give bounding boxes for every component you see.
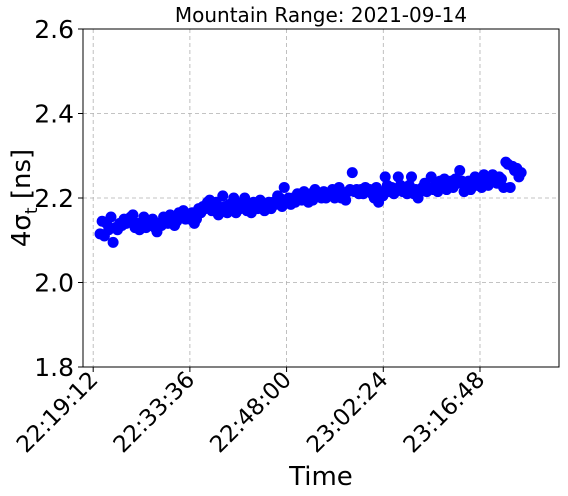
data-points [94,156,527,248]
y-tick-label: 1.8 [34,353,74,382]
y-tick-label: 2.2 [34,184,74,213]
y-tick-label: 2.0 [34,269,74,298]
data-point [379,171,391,183]
y-tick-labels: 1.8 2.0 2.2 2.4 2.6 [34,15,74,382]
data-point [392,171,404,183]
data-point [127,209,139,221]
y-tick-label: 2.6 [34,15,74,44]
x-axis-label: Time [288,462,353,492]
data-point [405,171,417,183]
x-tick-label: 22:33:36 [109,367,200,458]
data-point [278,181,290,193]
data-point [217,190,229,202]
x-tick-label: 23:16:48 [399,367,490,458]
data-point [346,167,358,179]
x-tick-labels: 22:19:12 22:33:36 22:48:00 23:02:24 23:16:48 [12,367,490,458]
y-axis-label-main: 4σ [7,214,37,247]
x-tick-label: 22:48:00 [205,367,296,458]
chart-title: Mountain Range: 2021-09-14 [175,3,467,27]
data-point [105,211,117,223]
axis-ticks [78,28,481,372]
data-point [340,194,352,206]
x-tick-label: 23:02:24 [302,367,393,458]
data-point [454,165,466,177]
y-tick-label: 2.4 [34,100,74,129]
data-point [495,173,507,185]
data-point [515,167,527,179]
data-point [504,181,516,193]
y-axis-label-unit: [ns] [7,149,37,208]
data-point [107,236,119,248]
y-axis-label-sub: t [22,207,42,214]
y-axis-label: 4σt [ns] [7,149,42,247]
